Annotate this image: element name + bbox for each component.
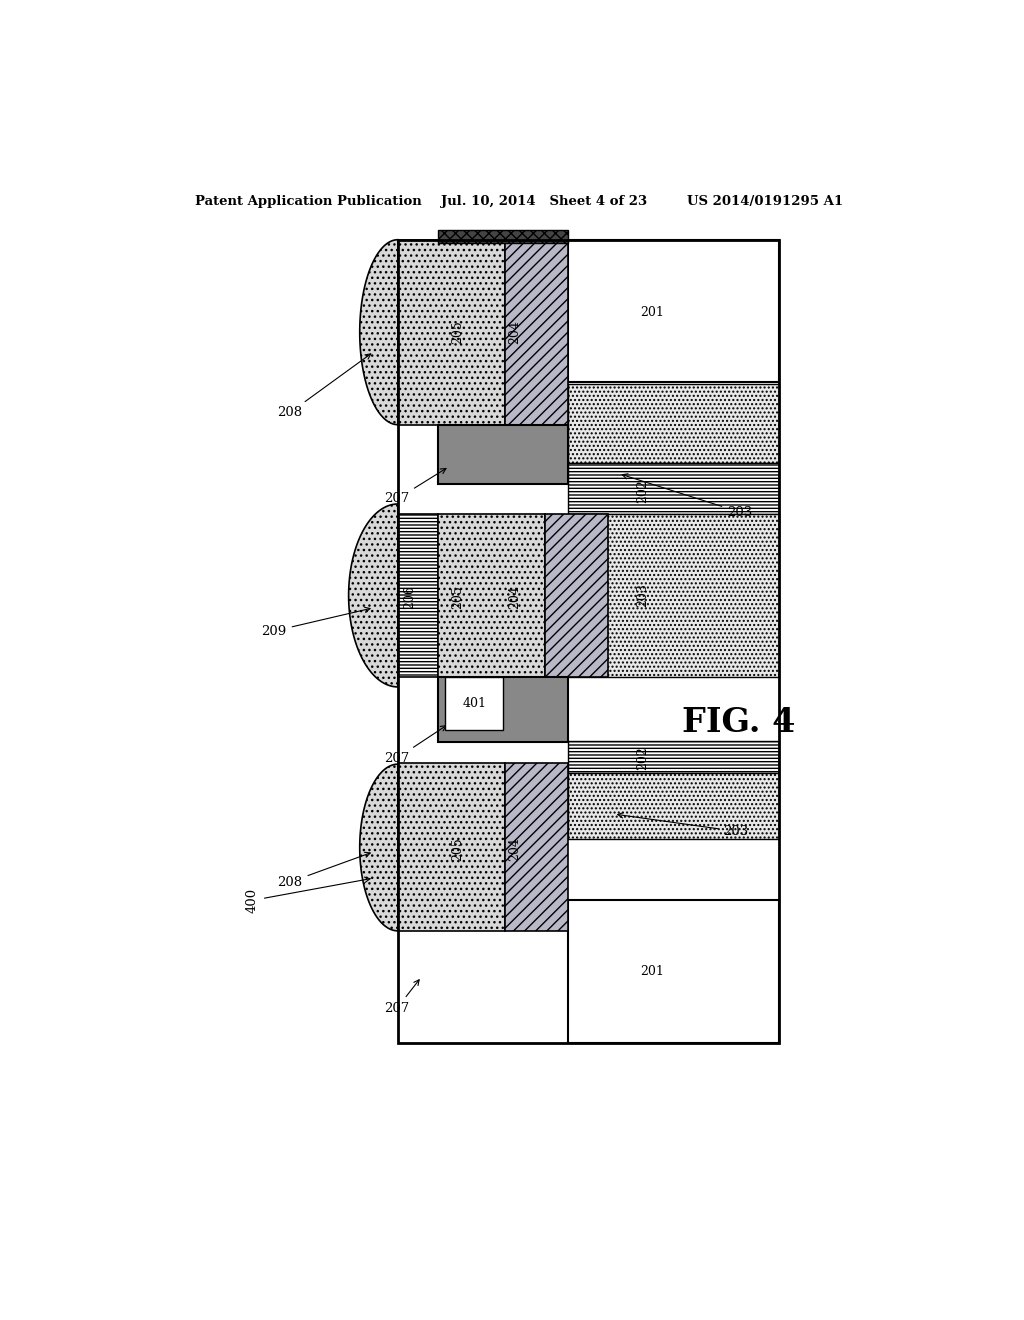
Text: 208: 208 xyxy=(278,853,371,888)
Text: 207: 207 xyxy=(384,726,446,764)
Bar xyxy=(568,463,779,515)
Polygon shape xyxy=(348,504,397,686)
Text: 400: 400 xyxy=(246,876,370,913)
Text: FIG. 4: FIG. 4 xyxy=(682,706,796,739)
Text: 208: 208 xyxy=(278,354,371,418)
Bar xyxy=(568,384,779,463)
Bar xyxy=(437,425,568,483)
Bar xyxy=(568,240,779,381)
Text: 204: 204 xyxy=(508,838,521,862)
Text: 203: 203 xyxy=(636,583,649,607)
Text: 202: 202 xyxy=(636,479,649,503)
Text: 205: 205 xyxy=(451,321,464,345)
Bar xyxy=(397,515,437,677)
Bar xyxy=(437,677,568,742)
Text: 201: 201 xyxy=(640,965,664,978)
Bar xyxy=(568,900,779,1043)
Text: 204: 204 xyxy=(508,586,521,610)
Bar xyxy=(545,515,608,677)
Bar xyxy=(505,763,568,931)
Text: 207: 207 xyxy=(384,979,419,1015)
Polygon shape xyxy=(359,764,397,931)
Text: 202: 202 xyxy=(636,746,649,770)
Bar xyxy=(568,515,779,677)
Text: 205: 205 xyxy=(451,838,464,862)
Bar xyxy=(505,240,568,425)
Bar xyxy=(568,741,779,774)
Text: 201: 201 xyxy=(640,306,664,319)
Polygon shape xyxy=(359,240,397,425)
Text: 401: 401 xyxy=(463,697,486,710)
Bar xyxy=(445,677,504,730)
Bar xyxy=(397,240,779,1043)
Text: 203: 203 xyxy=(617,813,749,838)
Text: 203: 203 xyxy=(623,474,753,519)
Text: 205: 205 xyxy=(451,586,464,610)
Bar xyxy=(437,515,545,677)
Text: 206: 206 xyxy=(403,586,416,610)
Text: 209: 209 xyxy=(261,607,370,638)
Text: US 2014/0191295 A1: US 2014/0191295 A1 xyxy=(687,195,844,209)
Bar xyxy=(568,774,779,840)
Text: 204: 204 xyxy=(508,321,521,345)
Bar xyxy=(437,230,568,243)
Text: 207: 207 xyxy=(384,469,446,506)
Bar xyxy=(397,240,505,425)
Text: Jul. 10, 2014   Sheet 4 of 23: Jul. 10, 2014 Sheet 4 of 23 xyxy=(441,195,647,209)
Text: Patent Application Publication: Patent Application Publication xyxy=(196,195,422,209)
Bar xyxy=(397,763,505,931)
